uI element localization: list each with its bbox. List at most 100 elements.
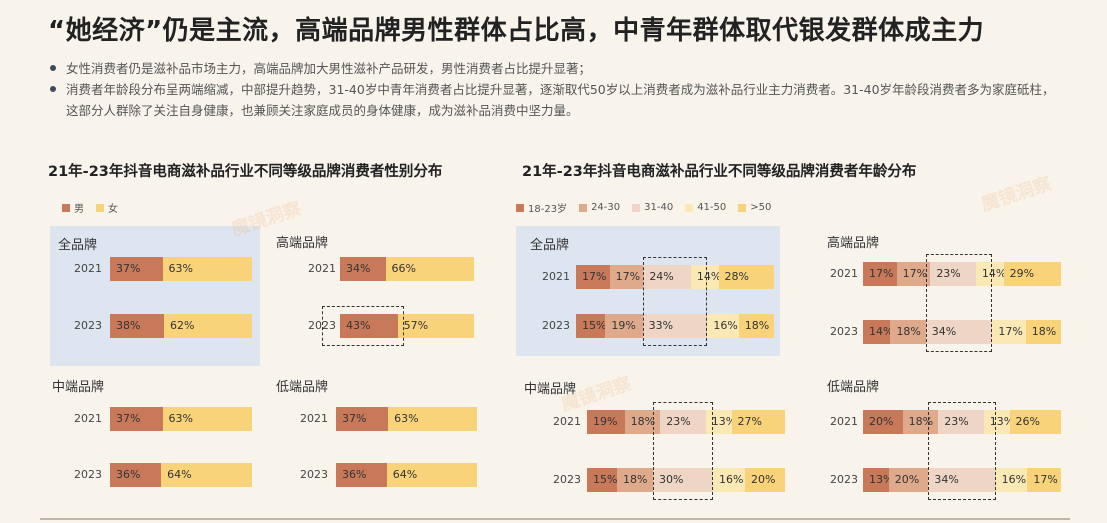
- gender-chart-title: 21年-23年抖音电商滋补品行业不同等级品牌消费者性别分布: [48, 164, 443, 180]
- age-bar-segment: 23%: [660, 410, 706, 434]
- bullet-item: 女性消费者仍是滋补品市场主力，高端品牌加大男性滋补产品研发，男性消费者占比提升显…: [48, 58, 1058, 79]
- age-bar-segment: 27%: [731, 410, 785, 434]
- gender-panel-title: 中端品牌: [52, 380, 105, 395]
- gender-bar-segment: 34%: [340, 257, 386, 281]
- gender-year-label: 2023: [74, 468, 102, 481]
- gender-bar-segment: 38%: [110, 314, 164, 338]
- legend-swatch: [685, 203, 694, 212]
- bullet-dot: [50, 86, 56, 92]
- gender-year-label: 2021: [74, 262, 102, 275]
- gender-panel-title: 低端品牌: [276, 380, 329, 395]
- age-bar-segment: 17%: [992, 320, 1026, 344]
- highlight-box: [925, 254, 993, 352]
- legend-item: 女: [96, 200, 118, 215]
- highlight-box: [928, 402, 996, 500]
- age-bar-segment: 16%: [713, 468, 745, 492]
- age-panel-title: 低端品牌: [827, 380, 880, 395]
- watermark: 魔镜洞察: [978, 173, 1054, 216]
- gender-bar-segment: 63%: [162, 407, 252, 431]
- age-chart-title: 21年-23年抖音电商滋补品行业不同等级品牌消费者年龄分布: [522, 164, 917, 180]
- legend-label: 18-23岁: [528, 204, 568, 215]
- gender-bar-segment: 64%: [386, 463, 477, 487]
- bullet-text: 女性消费者仍是滋补品市场主力，高端品牌加大男性滋补产品研发，男性消费者占比提升显…: [66, 61, 592, 76]
- legend-item: 24-30: [579, 200, 620, 215]
- age-year-label: 2023: [542, 319, 570, 332]
- age-bar-segment: 20%: [745, 468, 785, 492]
- age-bar-segment: 13%: [705, 410, 736, 434]
- gender-bar-segment: 37%: [110, 407, 163, 431]
- age-bar-segment: 33%: [642, 314, 708, 338]
- gender-bar-segment: 64%: [161, 463, 252, 487]
- page-title: “她经济”仍是主流，高端品牌男性群体占比高，中青年群体取代银发群体成主力: [48, 16, 985, 46]
- gender-bar-segment: 37%: [110, 257, 163, 281]
- age-bar-segment: 16%: [707, 314, 739, 338]
- gender-year-label: 2021: [308, 262, 336, 275]
- age-bar-segment: 14%: [863, 320, 893, 344]
- gender-bar-segment: 62%: [163, 314, 252, 338]
- age-bar-segment: 13%: [983, 410, 1014, 434]
- age-bar-segment: 18%: [1025, 320, 1061, 344]
- age-panel-title: 高端品牌: [827, 236, 880, 251]
- age-bar-segment: 18%: [624, 410, 661, 434]
- legend-label: 41-50: [697, 202, 727, 213]
- age-bar-segment: 23%: [938, 410, 984, 434]
- age-bar-segment: 18%: [902, 410, 939, 434]
- age-bar-segment: 15%: [576, 314, 606, 338]
- age-bar-segment: 14%: [975, 262, 1006, 286]
- legend-swatch: [632, 203, 641, 212]
- gender-bar-segment: 66%: [385, 257, 474, 281]
- age-year-label: 2021: [830, 267, 858, 280]
- age-bar-segment: 18%: [890, 320, 926, 344]
- age-year-label: 2023: [553, 473, 581, 486]
- gender-year-label: 2021: [74, 412, 102, 425]
- age-bar-segment: 24%: [643, 265, 691, 289]
- age-year-label: 2023: [830, 473, 858, 486]
- gender-panel-bg: [50, 226, 260, 366]
- age-bar-segment: 16%: [995, 468, 1028, 492]
- gender-bar-segment: 63%: [162, 257, 252, 281]
- legend-item: 41-50: [685, 200, 726, 215]
- age-bar-segment: 34%: [928, 468, 996, 492]
- age-panel-title: 全品牌: [530, 238, 570, 253]
- bottom-divider: [40, 518, 1070, 520]
- legend-label: 男: [74, 204, 84, 215]
- legend-swatch: [96, 203, 104, 212]
- gender-bar-segment: 37%: [336, 407, 389, 431]
- highlight-box: [322, 306, 404, 346]
- age-bar-segment: 17%: [576, 265, 610, 289]
- age-bar-segment: 18%: [738, 314, 774, 338]
- age-bar-segment: 17%: [609, 265, 644, 289]
- age-bar-segment: 30%: [653, 468, 713, 492]
- legend-label: 31-40: [644, 202, 674, 213]
- gender-bar-segment: 63%: [388, 407, 477, 431]
- age-bar-segment: 23%: [930, 262, 976, 286]
- age-year-label: 2021: [553, 415, 581, 428]
- gender-year-label: 2023: [74, 319, 102, 332]
- age-bar-segment: 19%: [605, 314, 643, 338]
- age-year-label: 2021: [830, 415, 858, 428]
- highlight-box: [653, 402, 713, 500]
- legend-swatch: [579, 203, 588, 212]
- age-bar-segment: 18%: [617, 468, 653, 492]
- gender-bar-segment: 36%: [336, 463, 387, 487]
- gender-year-label: 2021: [300, 412, 328, 425]
- age-bar-segment: 15%: [587, 468, 617, 492]
- legend-label: >50: [750, 202, 772, 213]
- age-year-label: 2021: [542, 270, 570, 283]
- legend-item: 男: [62, 200, 84, 215]
- bullet-item: 消费者年龄段分布呈两端缩减，中部提升趋势，31-40岁中青年消费者占比提升显著，…: [48, 79, 1058, 121]
- age-bar-segment: 29%: [1003, 262, 1061, 286]
- gender-bar-segment: 36%: [110, 463, 162, 487]
- gender-year-label: 2023: [300, 468, 328, 481]
- gender-panel-title: 全品牌: [58, 238, 98, 253]
- legend-item: 18-23岁: [516, 200, 567, 215]
- summary-bullets: 女性消费者仍是滋补品市场主力，高端品牌加大男性滋补产品研发，男性消费者占比提升显…: [48, 58, 1058, 121]
- age-bar-segment: 28%: [718, 265, 774, 289]
- legend-swatch: [62, 203, 70, 212]
- age-bar-segment: 17%: [896, 262, 931, 286]
- legend-item: >50: [738, 200, 771, 215]
- age-bar-segment: 14%: [690, 265, 721, 289]
- gender-legend: 男女: [62, 200, 118, 215]
- bullet-dot: [50, 65, 56, 71]
- legend-swatch: [516, 203, 524, 212]
